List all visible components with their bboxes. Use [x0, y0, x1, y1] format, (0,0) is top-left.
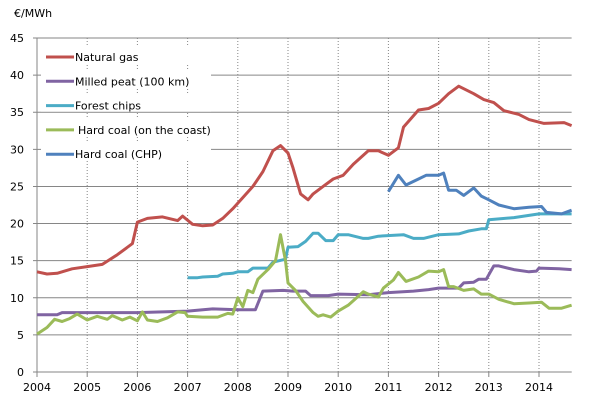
legend-bg — [41, 93, 211, 112]
y-tick-label: 5 — [17, 329, 24, 342]
legend-bg — [41, 142, 211, 161]
legend-bg — [41, 117, 211, 136]
x-tick-label: 2006 — [123, 381, 151, 394]
x-tick-label: 2008 — [224, 381, 252, 394]
axis-ticks: 0 5 10 15 20 25 30 35 40 45 2004 2005 2006 2007 2008 20… — [10, 32, 553, 394]
x-tick-label: 2005 — [73, 381, 101, 394]
series-line-1 — [37, 264, 572, 317]
legend-label: Hard coal (CHP) — [75, 148, 162, 161]
series-line-0 — [36, 84, 573, 276]
legend-bg — [41, 69, 211, 88]
series-line-2 — [187, 212, 572, 280]
y-axis-label: €/MWh — [14, 7, 52, 20]
x-tick-label: 2012 — [425, 381, 453, 394]
x-tick-label: 2011 — [374, 381, 402, 394]
legend: Natural gas Milled peat (100 km) Forest ch… — [41, 45, 211, 161]
y-tick-label: 0 — [17, 366, 24, 379]
series-lines — [36, 84, 573, 336]
x-tick-label: 2014 — [525, 381, 553, 394]
y-tick-label: 35 — [10, 106, 24, 119]
x-tick-label: 2009 — [274, 381, 302, 394]
series-line-4 — [387, 171, 573, 216]
x-tick-label: 2013 — [475, 381, 503, 394]
y-tick-label: 25 — [10, 180, 24, 193]
grid — [33, 37, 572, 377]
y-tick-label: 30 — [10, 143, 24, 156]
legend-label: Forest chips — [75, 100, 141, 113]
y-tick-label: 15 — [10, 255, 24, 268]
x-tick-label: 2010 — [324, 381, 352, 394]
x-tick-label: 2007 — [174, 381, 202, 394]
legend-label: Hard coal (on the coast) — [78, 124, 211, 137]
y-tick-label: 40 — [10, 69, 24, 82]
legend-label: Natural gas — [75, 51, 139, 64]
y-tick-label: 45 — [10, 32, 24, 45]
x-tick-label: 2004 — [23, 381, 51, 394]
legend-label: Milled peat (100 km) — [75, 75, 189, 88]
y-tick-label: 10 — [10, 292, 24, 305]
y-tick-label: 20 — [10, 218, 24, 231]
series-line-3 — [36, 233, 573, 336]
legend-bg — [41, 45, 211, 63]
